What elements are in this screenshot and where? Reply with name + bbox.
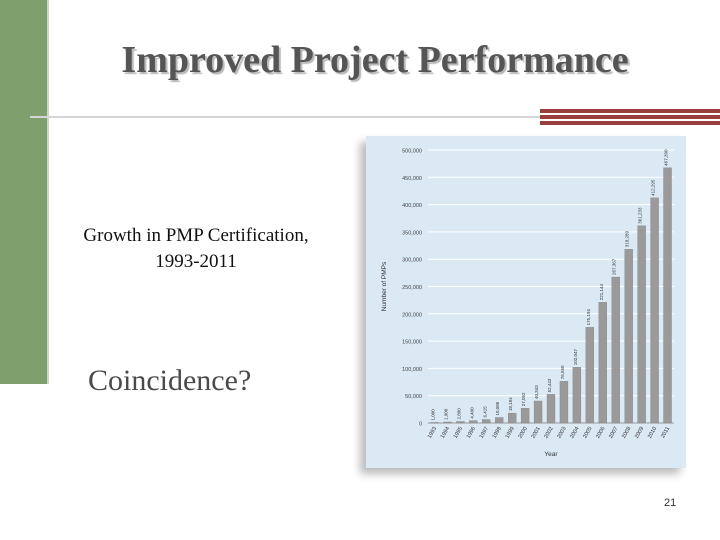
- bar: [430, 422, 439, 424]
- bar: [650, 197, 659, 424]
- y-tick-label: 300,000: [402, 258, 422, 264]
- x-tick-label: 2007: [608, 426, 619, 440]
- coincidence-text: Coincidence?: [88, 364, 252, 397]
- y-tick-label: 150,000: [402, 340, 422, 346]
- y-axis-title: Number of PMPs: [381, 261, 388, 311]
- bar: [520, 408, 530, 424]
- chart-caption: Growth in PMP Certification, 1993-2011: [56, 223, 336, 275]
- chart-caption-line1: Growth in PMP Certification,: [83, 225, 309, 246]
- data-label: 221,144: [599, 283, 604, 300]
- title-divider-line: [30, 116, 542, 118]
- y-tick-label: 500,000: [402, 149, 422, 155]
- data-label: 40,343: [534, 385, 539, 399]
- bar: [507, 412, 517, 424]
- y-tick-label: 350,000: [402, 230, 422, 236]
- chart-panel: 0 50,000 100,000 150,000 200,000 250,000 300,0…: [366, 136, 686, 468]
- y-tick-label: 200,000: [402, 312, 422, 318]
- page-number: 21: [664, 497, 677, 509]
- data-label: 318,289: [625, 230, 630, 247]
- bar: [611, 276, 620, 424]
- y-tick-label: 50,000: [405, 394, 422, 400]
- x-tick-label: 2002: [543, 426, 554, 440]
- bar: [585, 327, 595, 424]
- x-tick-label: 1993: [427, 426, 438, 440]
- x-tick-label: 1995: [453, 426, 464, 440]
- data-label: 361,233: [638, 207, 643, 224]
- x-tick-label: 1999: [505, 426, 516, 440]
- data-label: 267,367: [612, 258, 617, 275]
- x-tick-label: 2003: [556, 426, 567, 440]
- bar: [469, 420, 478, 424]
- x-tick-label: 2011: [660, 426, 671, 439]
- data-label: 18,184: [508, 397, 513, 411]
- x-tick-label: 2008: [621, 426, 632, 440]
- data-label: 4,400: [469, 407, 474, 419]
- y-tick-label: 450,000: [402, 176, 422, 182]
- slide-title: Improved Project Performance: [121, 39, 629, 81]
- data-label: 467,390: [664, 149, 669, 166]
- y-tick-label: 400,000: [402, 203, 422, 209]
- x-tick-label: 1994: [440, 426, 451, 440]
- x-tick-label: 2001: [530, 426, 541, 440]
- x-tick-label: 1997: [479, 426, 490, 440]
- y-tick-label: 250,000: [402, 285, 422, 291]
- data-label: 52,443: [547, 378, 552, 392]
- x-tick-label: 2004: [569, 426, 580, 440]
- title-divider-block: [540, 109, 720, 127]
- bar: [456, 421, 465, 424]
- bar: [482, 419, 491, 424]
- bar: [559, 381, 569, 424]
- x-tick-label: 2000: [518, 426, 529, 440]
- data-label: 2,800: [456, 408, 461, 420]
- data-label: 102,047: [573, 349, 578, 366]
- data-label: 1,900: [443, 408, 448, 420]
- bar: [533, 400, 543, 424]
- bar: [495, 417, 504, 424]
- data-label: 27,052: [521, 392, 526, 406]
- x-tick-label: 2009: [634, 426, 645, 440]
- bar: [598, 302, 607, 424]
- x-tick-label: 1996: [466, 426, 477, 440]
- x-tick-label: 2010: [647, 426, 658, 440]
- bar: [546, 394, 556, 424]
- bar: [663, 167, 672, 424]
- y-tick-label: 0: [419, 422, 422, 428]
- data-label: 6,415: [482, 406, 487, 418]
- bar: [443, 421, 452, 424]
- data-label: 10,086: [495, 401, 500, 415]
- bar: [637, 225, 646, 424]
- bar-chart: 0 50,000 100,000 150,000 200,000 250,000 300,0…: [381, 149, 674, 458]
- x-axis-title: Year: [544, 451, 558, 458]
- data-label: 1,000: [430, 409, 435, 421]
- x-tick-label: 2005: [582, 426, 593, 440]
- bar: [624, 249, 633, 424]
- chart-caption-line2: 1993-2011: [155, 251, 237, 272]
- x-tick-label: 1998: [492, 426, 503, 440]
- y-tick-label: 100,000: [402, 367, 422, 373]
- bar: [572, 367, 582, 424]
- data-label: 76,550: [560, 365, 565, 379]
- data-label: 412,295: [651, 179, 656, 196]
- data-label: 175,194: [586, 309, 591, 326]
- x-tick-label: 2006: [595, 426, 606, 440]
- left-accent-bar: [0, 0, 49, 384]
